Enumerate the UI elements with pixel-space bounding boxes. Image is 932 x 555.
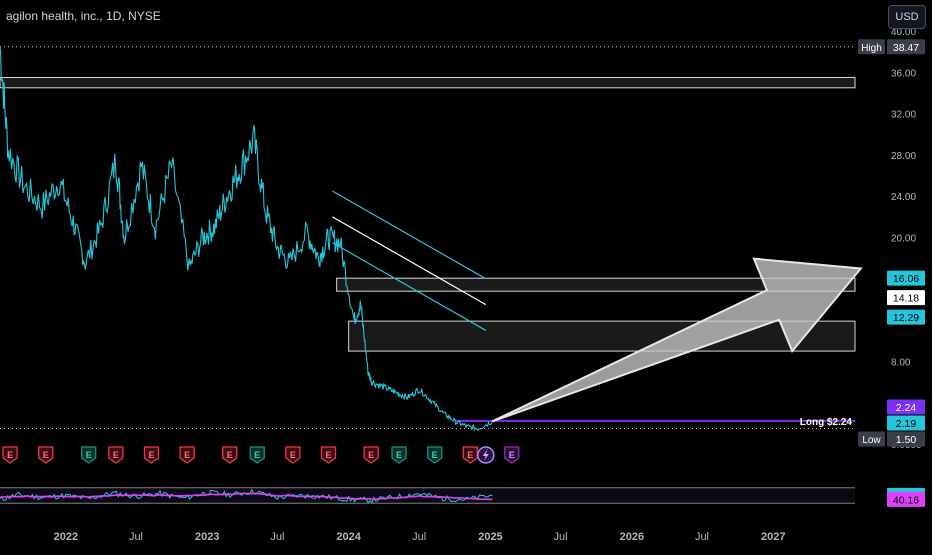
price-scale-label: 1.50 (896, 434, 917, 446)
price-scale-label: 38.47 (893, 42, 919, 54)
earnings-letter: E (467, 450, 473, 460)
ref-tag-label: High (861, 43, 882, 54)
time-tick-label: 2024 (336, 531, 361, 543)
price-scale-label: 2.19 (896, 418, 917, 430)
currency-button[interactable]: USD (888, 5, 926, 29)
earnings-letter: E (7, 450, 13, 460)
price-scale-label-bg (887, 431, 925, 447)
earnings-red-icon (285, 446, 301, 464)
price-line (0, 47, 493, 432)
sr-zone (336, 277, 856, 292)
price-scale-label-bg (887, 309, 925, 325)
sr-zone (348, 320, 856, 352)
time-tick-label: 2022 (54, 531, 78, 543)
earnings-letter: E (509, 450, 515, 460)
earnings-red-icon (143, 446, 160, 464)
earnings-red-icon (363, 446, 379, 464)
price-scale-label: 12.29 (893, 312, 919, 324)
earnings-teal-icon (81, 446, 97, 464)
earnings-letter: E (148, 450, 154, 460)
rsi-scale-label: 40.16 (893, 494, 919, 506)
time-tick-label: 2025 (478, 531, 502, 543)
lightning-glyph (482, 449, 489, 461)
earnings-purple-icon (504, 446, 520, 464)
price-scale-label: 16.06 (893, 273, 919, 285)
price-tick-label: 20.00 (891, 234, 916, 245)
earnings-red-icon (222, 446, 238, 464)
earnings-letter: E (432, 450, 438, 460)
earnings-teal-icon (427, 446, 443, 464)
time-tick-label: 2023 (195, 531, 219, 543)
price-scale-label: 14.18 (893, 293, 919, 305)
earnings-letter: E (227, 450, 233, 460)
price-tick-label: 36.00 (891, 68, 916, 79)
ref-tag-bg (858, 39, 885, 55)
price-tick-label: 24.00 (891, 192, 916, 203)
time-tick-label: Jul (129, 531, 143, 543)
rsi-scale-label-bg (887, 491, 925, 507)
earnings-red-icon (320, 446, 337, 464)
price-scale-label-bg (887, 290, 925, 306)
projection-arrow (491, 257, 863, 423)
earnings-letter: E (184, 450, 190, 460)
ref-tag-label: Low (862, 435, 881, 446)
earnings-letter: E (368, 450, 374, 460)
earnings-letter: E (254, 450, 260, 460)
price-tick-label: 40.00 (891, 27, 916, 38)
earnings-red-icon (38, 446, 54, 464)
price-scale-label-bg (887, 270, 925, 286)
earnings-red-icon (2, 446, 18, 464)
regression-band-lower (332, 242, 487, 331)
earnings-letter: E (86, 450, 92, 460)
price-scale-label: 2.24 (896, 402, 917, 414)
time-tick-label: Jul (270, 531, 284, 543)
price-tick-label: 28.00 (891, 151, 916, 162)
price-scale-label-bg (887, 399, 925, 415)
earnings-letter: E (326, 450, 332, 460)
price-scale-label-bg (887, 415, 925, 431)
earnings-teal-icon (391, 446, 407, 464)
earnings-letter: E (113, 450, 119, 460)
earnings-red-icon (179, 446, 195, 464)
earnings-teal-icon (249, 446, 265, 464)
sr-zone (0, 76, 856, 89)
rsi-ma-line (0, 492, 493, 501)
time-tick-label: Jul (412, 531, 426, 543)
regression-band-upper (332, 190, 487, 280)
price-tick-label: 8.00 (891, 357, 911, 368)
price-scale-label-bg (887, 39, 925, 55)
earnings-red-icon (462, 446, 478, 464)
earnings-letter: E (290, 450, 296, 460)
long-position-label: Long $2.24 (800, 417, 853, 428)
regression-band-middle (332, 216, 487, 306)
time-tick-label: 2026 (620, 531, 644, 543)
chart-title: agilon health, inc., 1D, NYSE (6, 9, 161, 23)
time-tick-label: Jul (695, 531, 709, 543)
time-tick-label: 2027 (761, 531, 785, 543)
earnings-red-icon (108, 446, 124, 464)
ref-tag-bg (858, 431, 885, 447)
earnings-letter: E (396, 450, 402, 460)
time-tick-label: Jul (554, 531, 568, 543)
price-tick-label: 32.00 (891, 110, 916, 121)
earnings-letter: E (43, 450, 49, 460)
